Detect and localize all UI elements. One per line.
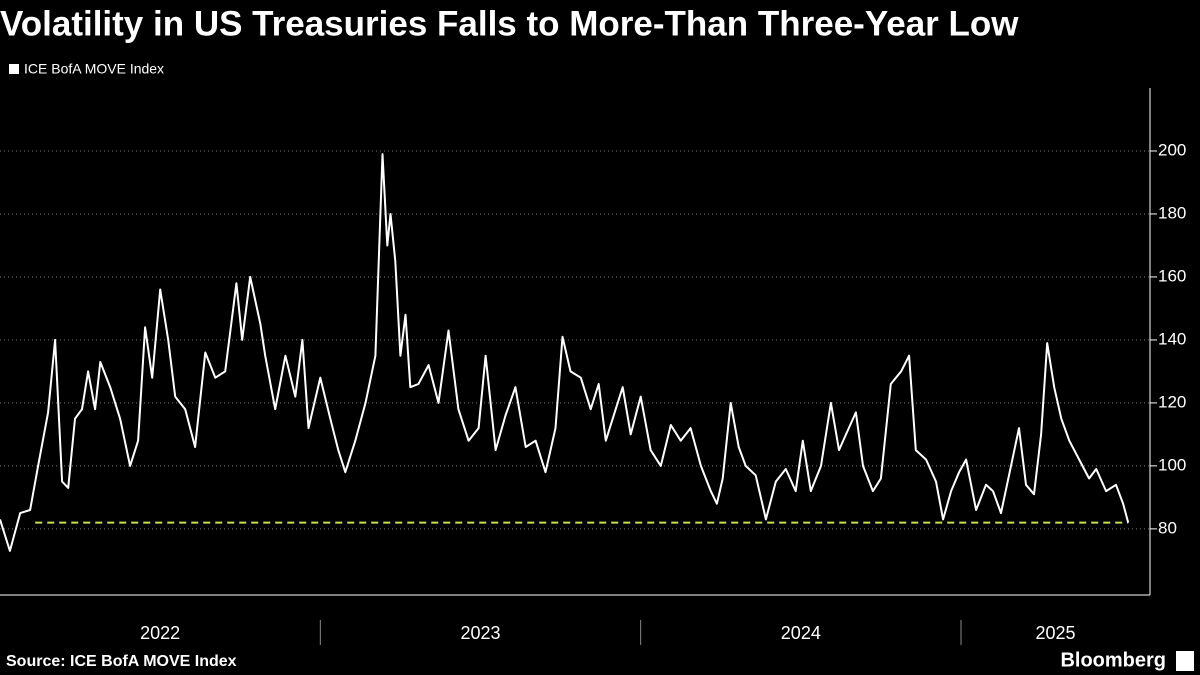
x-tick-label: 2024: [781, 623, 821, 643]
y-tick-label: 180: [1158, 203, 1186, 222]
x-tick-label: 2022: [140, 623, 180, 643]
y-tick-label: 120: [1158, 392, 1186, 411]
x-tick-label: 2025: [1035, 623, 1075, 643]
legend-swatch: [9, 64, 19, 74]
chart-title: Volatility in US Treasuries Falls to Mor…: [0, 4, 1019, 43]
y-tick-label: 160: [1158, 266, 1186, 285]
brand-icon: [1176, 651, 1194, 671]
brand: Bloomberg: [1060, 649, 1166, 671]
y-tick-label: 100: [1158, 455, 1186, 474]
x-tick-label: 2023: [460, 623, 500, 643]
source: Source: ICE BofA MOVE Index: [6, 653, 237, 670]
legend-label: ICE BofA MOVE Index: [24, 61, 164, 77]
y-tick-label: 80: [1158, 518, 1177, 537]
y-tick-label: 140: [1158, 329, 1186, 348]
y-tick-label: 200: [1158, 140, 1186, 159]
series-line: [0, 153, 1130, 552]
